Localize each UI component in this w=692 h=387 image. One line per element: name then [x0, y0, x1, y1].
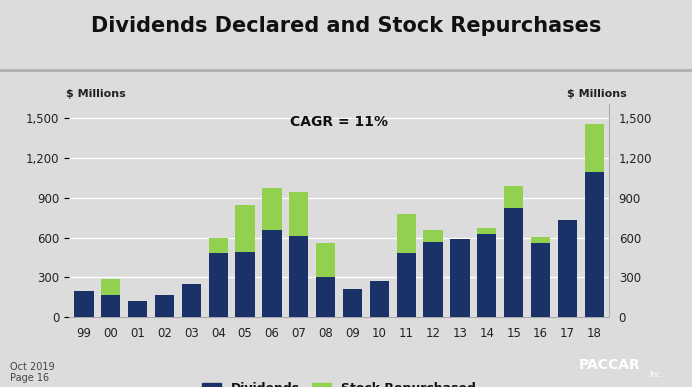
Bar	[182, 284, 201, 317]
Bar	[289, 236, 309, 317]
Bar	[101, 279, 120, 295]
Bar	[289, 192, 309, 236]
Bar	[585, 125, 604, 172]
Bar	[477, 228, 496, 234]
Bar	[208, 253, 228, 317]
Bar	[316, 277, 336, 317]
Text: CAGR = 11%: CAGR = 11%	[290, 115, 388, 129]
Bar	[531, 243, 550, 317]
Text: $ Millions: $ Millions	[567, 89, 626, 99]
Bar	[262, 229, 282, 317]
Bar	[370, 281, 389, 317]
Bar	[262, 188, 282, 229]
Bar	[101, 295, 120, 317]
Bar	[450, 239, 470, 317]
Text: Dividends Declared and Stock Repurchases: Dividends Declared and Stock Repurchases	[91, 17, 601, 36]
Bar	[316, 243, 336, 277]
Bar	[128, 301, 147, 317]
Bar	[235, 252, 255, 317]
Bar	[424, 242, 443, 317]
Bar	[397, 253, 416, 317]
Text: Inc.: Inc.	[649, 370, 662, 379]
Bar	[155, 295, 174, 317]
Bar	[397, 214, 416, 253]
Bar	[531, 237, 550, 243]
Legend: Dividends, Stock Repurchased: Dividends, Stock Repurchased	[197, 377, 481, 387]
Bar	[504, 208, 523, 317]
Text: PACCAR: PACCAR	[579, 358, 641, 372]
Bar	[208, 238, 228, 253]
Bar	[558, 220, 577, 317]
Bar	[343, 289, 362, 317]
Bar	[424, 230, 443, 242]
Text: $ Millions: $ Millions	[66, 89, 125, 99]
Text: Oct 2019
Page 16: Oct 2019 Page 16	[10, 361, 55, 383]
Bar	[477, 234, 496, 317]
Bar	[585, 172, 604, 317]
Bar	[235, 205, 255, 252]
Bar	[74, 291, 93, 317]
Bar	[504, 186, 523, 208]
